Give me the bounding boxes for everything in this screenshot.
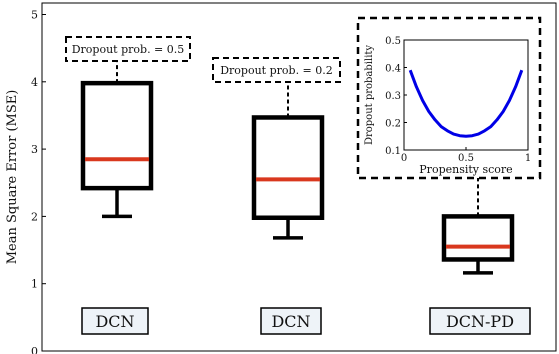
box-group: DCN-PD [429, 176, 531, 335]
inset-x-tick-label: 1 [525, 153, 531, 164]
y-tick-label: 4 [31, 76, 38, 89]
inset-y-tick-label: 0.5 [385, 36, 401, 47]
box-iqr [441, 214, 515, 262]
y-tick-label: 1 [31, 278, 38, 291]
y-tick-label: 0 [31, 345, 38, 354]
y-tick-label: 3 [31, 143, 38, 156]
inset-y-tick-label: 0.1 [385, 146, 401, 157]
category-label: DCN-PD [446, 312, 514, 331]
annotation-text: Dropout prob. = 0.2 [220, 64, 333, 77]
inset-curve [408, 69, 524, 138]
inset-y-tick-label: 0.2 [385, 119, 401, 130]
inset-y-tick-label: 0.4 [385, 64, 401, 75]
category-label-box [260, 307, 322, 335]
category-label: DCN [271, 312, 310, 331]
inset-x-tick-label: 0.5 [458, 153, 474, 164]
annotation-text: Dropout prob. = 0.5 [72, 43, 185, 56]
category-label-box [81, 307, 149, 335]
annotation-box [65, 36, 191, 62]
inset-x-tick-label: 0 [401, 153, 407, 164]
box-iqr [251, 115, 325, 220]
y-tick-label: 2 [31, 210, 38, 223]
y-axis: 0 1 2 3 4 5 [31, 9, 46, 354]
category-label-box [429, 307, 531, 335]
y-axis-label: Mean Square Error (MSE) [5, 90, 20, 265]
inset-x-label: Propensity score [419, 163, 512, 176]
inset-y-label: Dropout probability [364, 45, 375, 145]
y-tick-label: 5 [31, 9, 38, 22]
category-label: DCN [95, 312, 134, 331]
inset-y-tick-label: 0.3 [385, 91, 401, 102]
box-iqr [80, 80, 154, 191]
box-group: Dropout prob. = 0.5 DCN [65, 34, 191, 335]
annotation-box [212, 57, 341, 83]
plot-area-frame [41, 2, 557, 352]
box-group: Dropout prob. = 0.2 DCN [212, 57, 341, 335]
